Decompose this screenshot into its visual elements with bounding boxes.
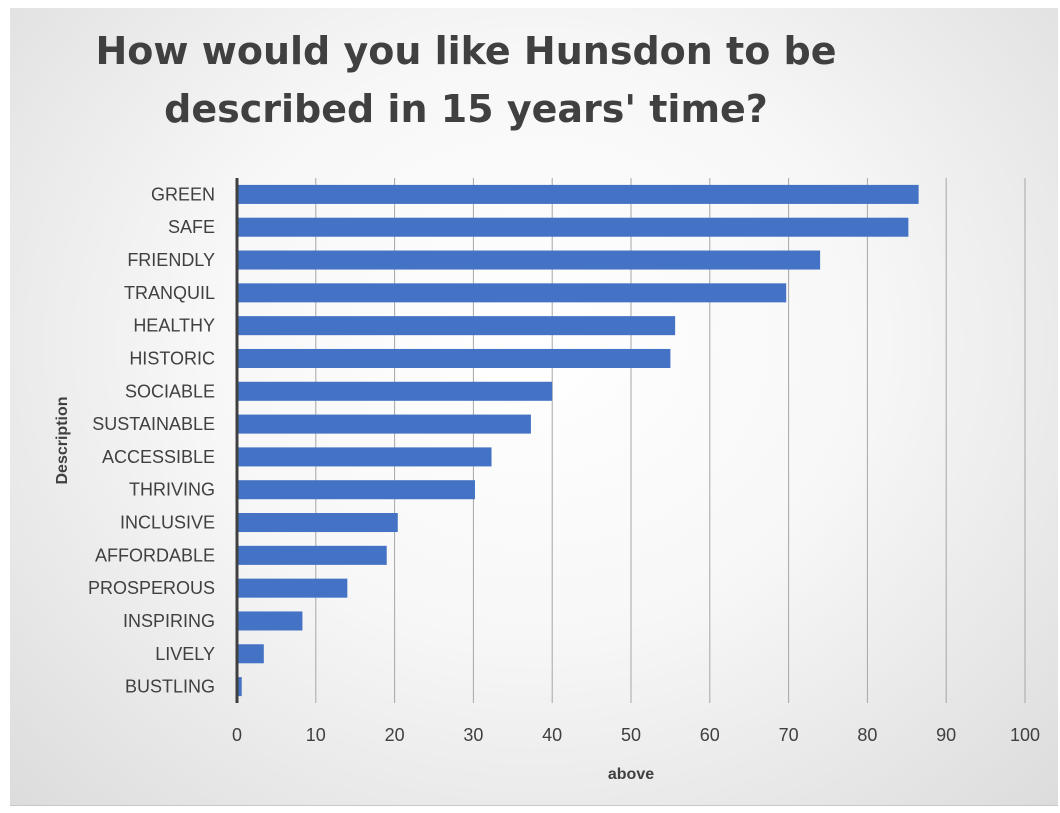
bar-sociable <box>237 381 553 401</box>
bar-lively <box>237 644 264 664</box>
bar-thriving <box>237 480 475 500</box>
category-label: TRANQUIL <box>124 283 215 303</box>
x-tick-label: 30 <box>463 725 483 745</box>
x-tick-label: 50 <box>621 725 641 745</box>
bar-sustainable <box>237 414 531 434</box>
category-label: BUSTLING <box>125 677 215 697</box>
bar-inspiring <box>237 611 303 631</box>
bar-accessible <box>237 447 492 467</box>
x-tick-label: 40 <box>542 725 562 745</box>
x-tick-label: 60 <box>700 725 720 745</box>
x-tick-label: 0 <box>232 725 242 745</box>
category-label: INCLUSIVE <box>120 513 215 533</box>
bar-healthy <box>237 316 676 336</box>
category-labels: GREEN SAFE FRIENDLY TRANQUIL HEALTHY HISTORIC… <box>88 184 215 696</box>
category-label: AFFORDABLE <box>95 545 215 565</box>
x-tick-label: 90 <box>936 725 956 745</box>
bar-prosperous <box>237 578 348 598</box>
x-axis-title: above <box>608 766 654 783</box>
category-label: INSPIRING <box>123 611 215 631</box>
category-label: SAFE <box>168 217 215 237</box>
x-tick-label: 80 <box>857 725 877 745</box>
x-tick-label: 70 <box>779 725 799 745</box>
bar-green <box>237 184 919 204</box>
chart-area: How would you like Hunsdon to be describ… <box>10 8 1058 806</box>
category-label: ACCESSIBLE <box>102 447 215 467</box>
bar-safe <box>237 217 909 237</box>
bar-historic <box>237 348 671 368</box>
x-tick-labels: 0 10 20 30 40 50 60 70 80 90 100 <box>232 725 1040 745</box>
bar-bustling <box>237 677 242 697</box>
x-tick-label: 10 <box>306 725 326 745</box>
x-tick-label: 100 <box>1010 725 1040 745</box>
category-label: HEALTHY <box>133 316 215 336</box>
bar-friendly <box>237 250 821 270</box>
category-label: GREEN <box>151 184 215 204</box>
category-label: LIVELY <box>155 644 215 664</box>
category-label: HISTORIC <box>129 348 215 368</box>
bars <box>237 184 919 697</box>
bar-inclusive <box>237 513 398 533</box>
category-label: FRIENDLY <box>127 250 215 270</box>
category-label: SOCIABLE <box>125 381 215 401</box>
category-label: THRIVING <box>129 480 215 500</box>
category-label: PROSPEROUS <box>88 578 215 598</box>
bar-tranquil <box>237 283 787 303</box>
bar-affordable <box>237 545 387 565</box>
y-axis-title: Description <box>54 396 71 484</box>
category-label: SUSTAINABLE <box>92 414 215 434</box>
x-tick-label: 20 <box>385 725 405 745</box>
bar-chart: GREEN SAFE FRIENDLY TRANQUIL HEALTHY HISTORIC… <box>54 178 1040 783</box>
chart-title: How would you like Hunsdon to be describ… <box>95 29 837 131</box>
